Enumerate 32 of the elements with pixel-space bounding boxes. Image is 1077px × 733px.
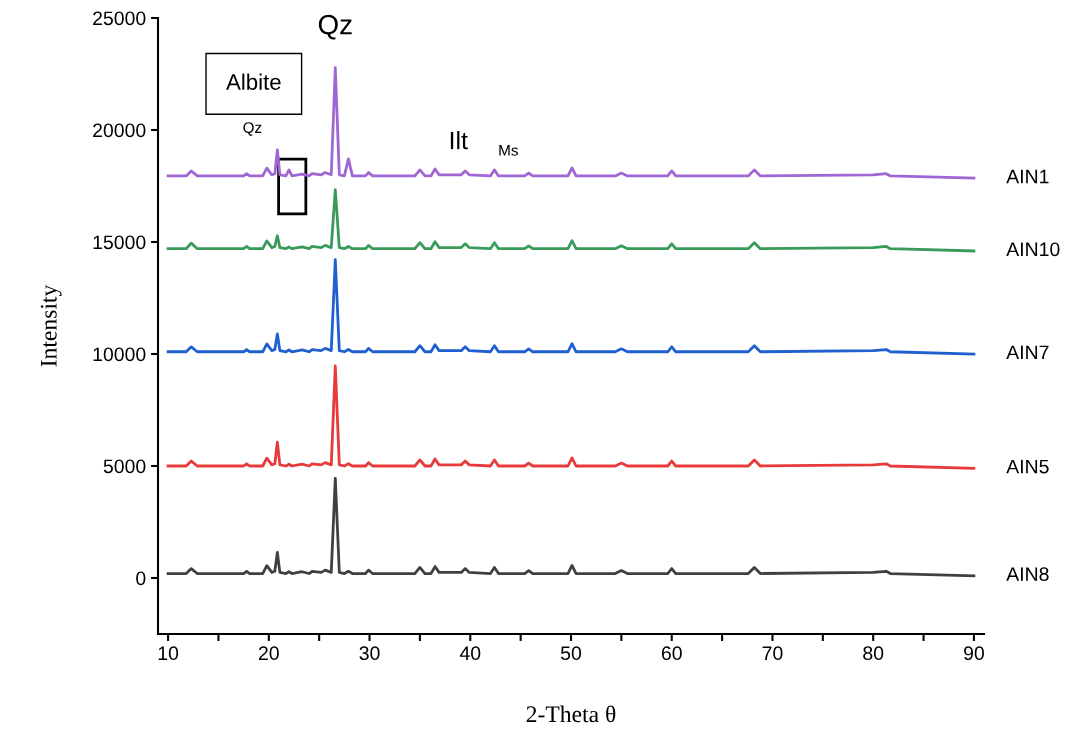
y-tick-label: 10000 (93, 347, 146, 362)
annotation: Ms (499, 145, 518, 156)
annotation: Qz (318, 14, 352, 40)
y-tick-label: 0 (136, 571, 146, 586)
line-series (166, 364, 976, 470)
y-tick-label: 25000 (93, 11, 146, 26)
series-label: AIN8 (1006, 567, 1049, 581)
line-series (166, 66, 976, 180)
annotation: Albite (226, 73, 281, 90)
y-axis-title: Intensity (40, 284, 62, 367)
x-tick-label: 40 (459, 646, 481, 661)
x-tick-label: 70 (762, 646, 783, 661)
line-series (166, 258, 976, 356)
series-label: AIN5 (1006, 459, 1049, 474)
series-label: AIN7 (1006, 345, 1049, 360)
y-tick-label: 20000 (93, 123, 146, 138)
series-label: AIN1 (1006, 169, 1049, 184)
x-tick-label: 80 (863, 646, 884, 661)
x-tick-label: 10 (158, 646, 179, 661)
x-tick-label: 30 (359, 646, 380, 661)
annotation: Qz (243, 122, 262, 136)
x-tick-label: 60 (661, 646, 682, 661)
y-tick-label: 5000 (103, 459, 146, 474)
x-tick-label: 90 (964, 646, 984, 661)
x-axis-title: 2-Theta θ (526, 705, 616, 723)
x-tick-label: 50 (560, 646, 582, 661)
series-label: AIN10 (1006, 242, 1060, 257)
line-series (166, 188, 976, 253)
y-tick-label: 15000 (93, 235, 146, 250)
line-series (166, 476, 976, 578)
x-tick-label: 20 (258, 646, 279, 661)
annotation: Ilt (450, 131, 468, 150)
